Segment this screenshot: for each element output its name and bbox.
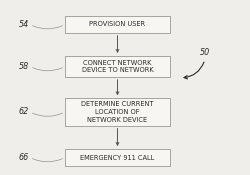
Text: DETERMINE CURRENT
LOCATION OF
NETWORK DEVICE: DETERMINE CURRENT LOCATION OF NETWORK DE…: [81, 101, 154, 123]
FancyBboxPatch shape: [65, 98, 170, 126]
Text: 58: 58: [18, 62, 29, 71]
FancyBboxPatch shape: [65, 56, 170, 77]
Text: PROVISION USER: PROVISION USER: [90, 22, 146, 27]
Text: 62: 62: [18, 107, 29, 117]
FancyBboxPatch shape: [65, 149, 170, 166]
FancyBboxPatch shape: [65, 16, 170, 33]
Text: CONNECT NETWORK
DEVICE TO NETWORK: CONNECT NETWORK DEVICE TO NETWORK: [82, 60, 153, 73]
Text: EMERGENCY 911 CALL: EMERGENCY 911 CALL: [80, 155, 154, 160]
Text: 50: 50: [200, 48, 210, 57]
Text: 54: 54: [18, 20, 29, 29]
Text: 66: 66: [18, 153, 29, 162]
